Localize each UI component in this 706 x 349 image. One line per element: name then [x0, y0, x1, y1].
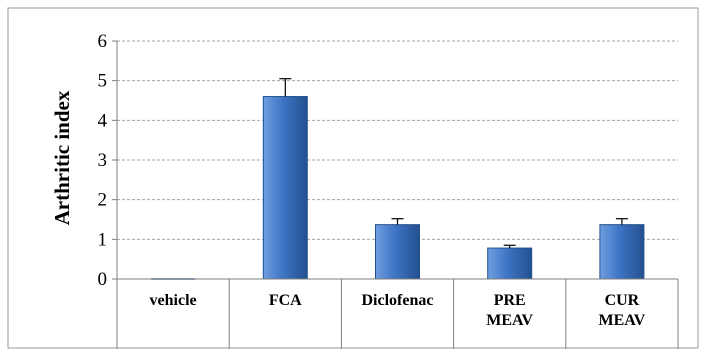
chart-frame — [7, 7, 699, 349]
axes — [112, 40, 679, 349]
y-tick-label: 0 — [98, 269, 108, 290]
bar — [262, 96, 308, 280]
y-tick-label: 6 — [98, 31, 108, 52]
bar — [599, 224, 645, 280]
y-tick-label: 2 — [98, 190, 108, 211]
y-tick-label: 4 — [98, 110, 108, 131]
labels: 0 1 2 3 4 5 6 vehicle FCA Diclofenac PRE MEAV CUR MEA… — [98, 31, 646, 329]
x-category-label: vehicle — [150, 292, 197, 309]
gridlines — [117, 40, 678, 240]
x-category-label: FCA — [269, 292, 302, 309]
bar — [487, 247, 533, 280]
y-tick-label: 1 — [98, 229, 108, 250]
x-category-label: Diclofenac — [362, 292, 434, 309]
bar — [375, 224, 420, 280]
x-category-label: PRE MEAV — [486, 292, 533, 329]
y-axis-title: Arthritic index — [50, 90, 74, 225]
x-category-label: CUR MEAV — [598, 292, 645, 329]
y-tick-label: 5 — [98, 71, 108, 92]
bars — [151, 78, 645, 280]
y-tick-label: 3 — [98, 150, 108, 171]
